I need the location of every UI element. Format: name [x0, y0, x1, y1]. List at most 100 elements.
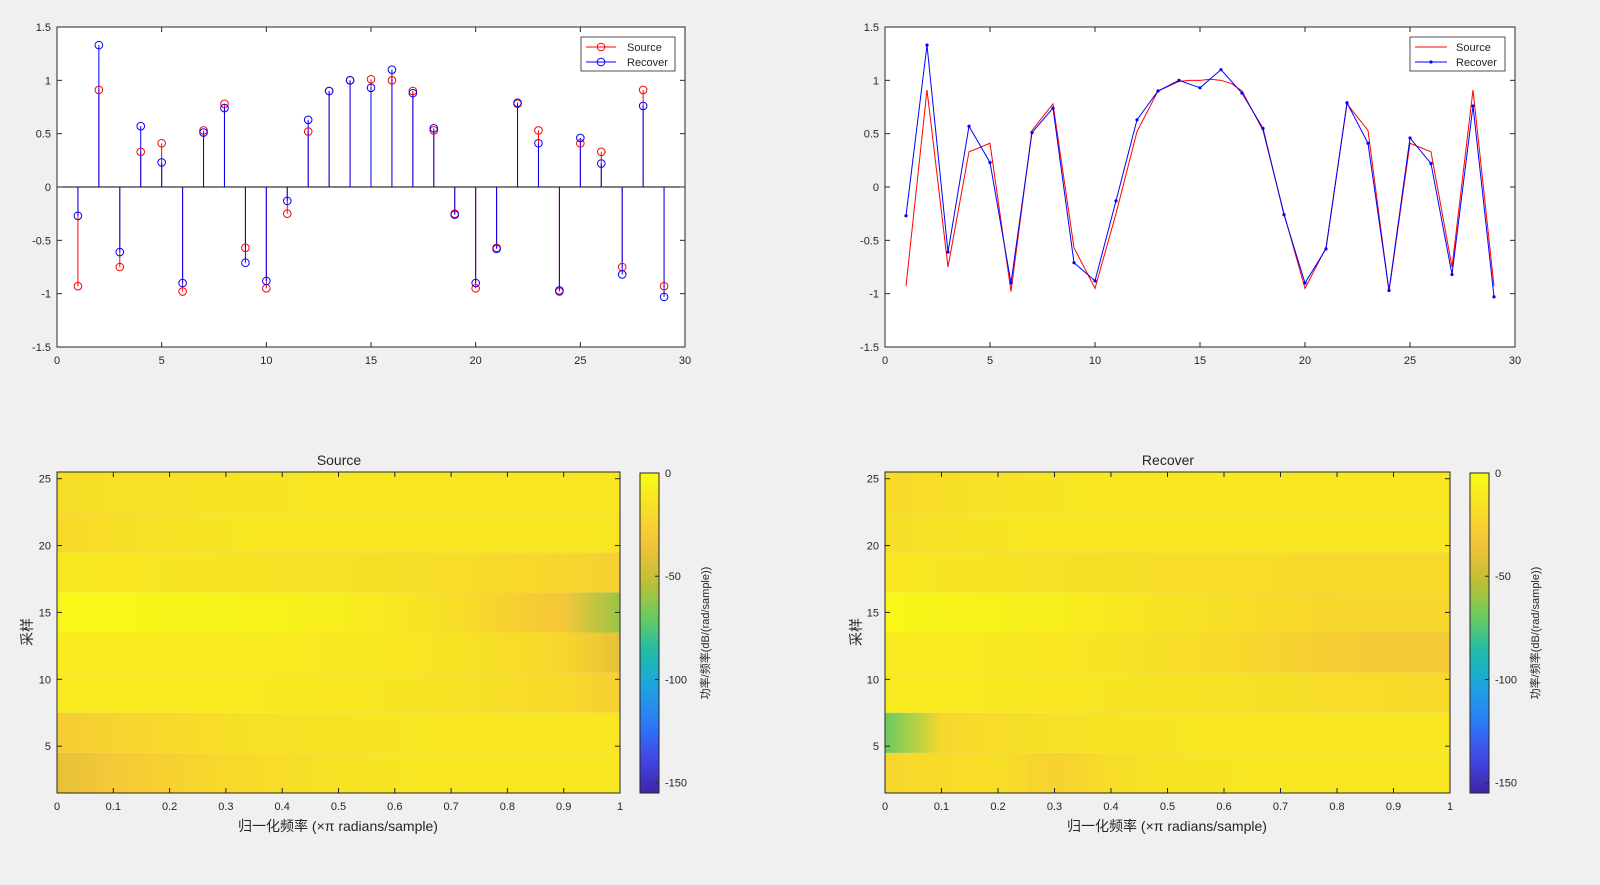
source-stem-marker	[199, 126, 208, 135]
recover-stem-marker	[199, 128, 208, 137]
colorbar-tick-label: -50	[665, 571, 681, 583]
recover-point	[1051, 106, 1055, 110]
spectrogram-row	[57, 592, 620, 633]
x-axis-label: 归一化频率 (×π radians/sample)	[1067, 818, 1267, 834]
x-tick-label: 5	[159, 355, 165, 367]
recover-spectrogram-panel: Recover 0 0.1 0.2 0.3 0.4 0.5 0.6 0.7 0.8 0.9 1 5 1…	[848, 452, 1542, 834]
source-stem-marker	[282, 209, 292, 218]
recover-stem-marker	[262, 276, 271, 286]
x-tick-label: 0.4	[275, 801, 290, 813]
recover-stem-marker	[115, 247, 125, 257]
x-tick-label: 0.9	[1386, 801, 1401, 813]
recover-point	[1030, 131, 1034, 135]
x-tick-label: 0.3	[218, 801, 233, 813]
y-tick-label: -1	[41, 289, 51, 301]
source-stem-marker	[366, 74, 376, 84]
recover-point	[1492, 295, 1496, 299]
y-tick-label: 15	[867, 607, 879, 619]
recover-stem-marker	[492, 244, 501, 254]
colorbar-gradient	[1469, 472, 1490, 794]
recover-point	[1240, 91, 1244, 95]
circle-marker-icon	[596, 57, 606, 67]
recover-stem-marker	[241, 258, 250, 268]
recover-stem-marker	[387, 65, 397, 74]
recover-point	[1471, 104, 1475, 108]
chart-title: Source	[317, 452, 362, 468]
colorbar-tick-label: -100	[665, 674, 687, 686]
x-tick-label: 0	[54, 801, 60, 813]
colorbar: 0 -50 -100 -150 功率/频率(dB/(rad/sample))	[639, 468, 712, 794]
x-tick-label: 0	[54, 355, 60, 367]
recover-point	[1387, 288, 1391, 293]
x-tick-label: 0.2	[990, 801, 1005, 813]
colorbar-tick-label: 0	[1495, 468, 1501, 480]
source-stem-marker	[115, 262, 125, 272]
source-stem-marker	[534, 126, 543, 135]
x-tick-label: 25	[1404, 355, 1416, 367]
recover-stem-marker	[596, 159, 606, 168]
spectrogram-cells	[57, 472, 620, 793]
x-tick-label: 15	[1194, 355, 1206, 367]
recover-stem-marker	[513, 98, 522, 108]
y-tick-label: 1.5	[36, 22, 51, 34]
recover-stem-marker	[576, 133, 585, 143]
x-tick-label: 0.5	[331, 801, 346, 813]
x-tick-label: 0.7	[1273, 801, 1288, 813]
source-stem-marker	[220, 99, 229, 109]
spectrogram-row	[885, 712, 1450, 753]
x-tick-label: 1	[1447, 801, 1453, 813]
source-stem-marker	[94, 85, 104, 95]
x-tick-label: 20	[470, 355, 482, 367]
x-tick-label: 0.6	[1216, 801, 1231, 813]
colorbar-tick-label: -100	[1495, 674, 1517, 686]
source-stem-marker	[73, 281, 83, 291]
colorbar-tick-label: -150	[1495, 778, 1517, 790]
y-tick-label: 15	[39, 607, 51, 619]
recover-stem-marker	[659, 292, 669, 302]
recover-point	[1282, 213, 1286, 217]
recover-stem-marker	[429, 124, 439, 133]
legend-label-source: Source	[1456, 42, 1491, 54]
chart-title: Recover	[1142, 452, 1194, 468]
recover-point	[1324, 247, 1328, 251]
x-tick-label: 20	[1299, 355, 1311, 367]
recover-stem-marker	[282, 196, 292, 206]
x-tick-label: 5	[987, 355, 993, 367]
y-tick-label: 25	[39, 474, 51, 486]
recover-point	[1303, 281, 1307, 285]
source-stem-marker	[638, 85, 648, 95]
spectrogram-row	[57, 632, 620, 673]
source-stem-marker	[471, 284, 480, 293]
recover-point	[904, 214, 908, 218]
recover-stem-marker	[617, 270, 627, 279]
x-tick-label: 0.3	[1047, 801, 1062, 813]
x-tick-label: 1	[617, 801, 623, 813]
source-stem-marker	[576, 138, 585, 148]
y-tick-label: 1	[45, 75, 51, 87]
recover-point	[1156, 89, 1160, 93]
x-tick-label: 30	[1509, 355, 1521, 367]
recover-stem-marker	[471, 278, 480, 288]
recover-point	[946, 250, 950, 254]
recover-point	[1366, 141, 1370, 145]
legend-label-recover: Recover	[1456, 57, 1497, 69]
recover-point	[1408, 136, 1412, 140]
line-plot-panel: 0 5 10 15 20 25 30 -1.5 -1 -0.5 0 0.5 1 1.5 Source R…	[860, 22, 1521, 367]
recover-stem-marker	[220, 103, 229, 113]
x-tick-label: 0.8	[500, 801, 515, 813]
x-tick-label: 0.2	[162, 801, 177, 813]
spectrogram-row	[885, 632, 1450, 673]
spectrogram-row	[885, 512, 1450, 553]
y-tick-label: 0.5	[864, 129, 879, 141]
source-stem-marker	[157, 138, 166, 148]
recover-point	[1219, 68, 1223, 72]
colorbar-tick-label: 0	[665, 468, 671, 480]
spectrogram-row	[885, 672, 1450, 713]
recover-stem-marker	[638, 101, 648, 111]
y-axis-label: 采样	[19, 618, 35, 646]
recover-point	[1429, 161, 1433, 166]
recover-point	[1345, 101, 1349, 105]
spectrogram-row	[57, 672, 620, 713]
source-stem-marker	[303, 127, 313, 136]
